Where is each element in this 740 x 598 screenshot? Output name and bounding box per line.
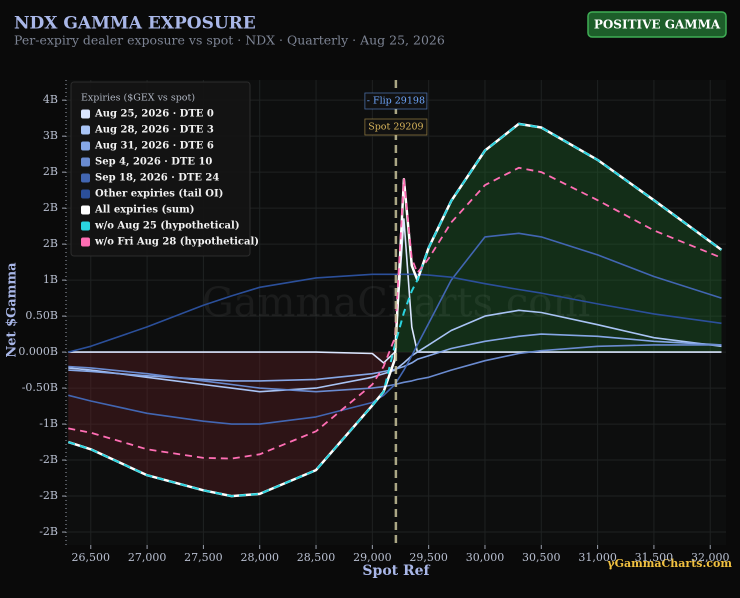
y-tick-label: -2B (39, 453, 58, 466)
legend-label: w/o Aug 25 (hypothetical) (94, 221, 240, 232)
legend-swatch (81, 205, 90, 215)
y-tick-label: 0.50B (25, 309, 58, 322)
x-tick-label: 30,500 (522, 551, 561, 564)
legend-label: Sep 4, 2026 · DTE 10 (95, 157, 212, 168)
legend-label: w/o Fri Aug 28 (hypothetical) (94, 237, 259, 248)
y-tick-label: -2B (39, 525, 58, 538)
y-tick-label: 1B (43, 273, 58, 286)
logo: γGammaCharts.com (607, 557, 732, 570)
x-tick-label: 31,000 (578, 551, 617, 564)
series-line (68, 333, 722, 382)
x-tick-label: 29,500 (409, 551, 448, 564)
y-tick-label: 2B (43, 237, 58, 250)
series-line (68, 232, 722, 425)
y-tick-label: 0.000B (18, 345, 58, 358)
x-tick-label: 31,500 (635, 551, 674, 564)
legend-label: Sep 18, 2026 · DTE 24 (95, 173, 219, 184)
badge-box (587, 11, 727, 38)
legend-label: Aug 25, 2026 · DTE 0 (94, 109, 214, 120)
series-line (68, 344, 722, 393)
y-tick-label: 2B (43, 165, 58, 178)
series-line (68, 309, 722, 393)
x-tick-label: 27,000 (128, 551, 167, 564)
y-tick-label: -1B (39, 417, 58, 430)
legend-label: Aug 31, 2026 · DTE 6 (94, 141, 214, 152)
series-line (67, 122, 723, 498)
legend: Expiries ($GEX vs spot) Aug 25, 2026 · D… (70, 81, 259, 257)
legend-swatch (81, 173, 90, 183)
series-line (68, 273, 722, 353)
legend-swatch (81, 157, 90, 167)
y-tick-label: 4B (43, 93, 58, 106)
legend-label: Other expiries (tail OI) (95, 189, 223, 200)
y-tick-label: -0.50B (22, 381, 58, 394)
legend-swatch (81, 141, 90, 151)
x-axis-label: Spot Ref (362, 563, 430, 579)
y-tick-label: -2B (39, 489, 58, 502)
lines (67, 122, 723, 498)
legend-box (70, 81, 251, 257)
legend-label: Aug 28, 2026 · DTE 3 (94, 125, 214, 136)
x-tick-label: 30,000 (466, 551, 505, 564)
annotation: Spot 29209 (368, 122, 423, 133)
x-tick-label: 26,500 (72, 551, 111, 564)
y-tick-label: 2B (43, 201, 58, 214)
chart-subtitle: Per-expiry dealer exposure vs spot · NDX… (14, 33, 445, 48)
annotation-box (364, 92, 428, 110)
x-tick-label: 32,000 (691, 551, 730, 564)
annotation: - Flip 29198 (367, 96, 425, 107)
badge: POSITIVE GAMMA (594, 18, 721, 32)
x-tick-label: 28,000 (240, 551, 279, 564)
x-tick-label: 28,500 (297, 551, 336, 564)
series-line (68, 166, 722, 460)
y-axis-label: Net $Gamma (5, 262, 20, 358)
legend-label: All expiries (sum) (94, 205, 194, 216)
x-tick-label: 27,500 (184, 551, 223, 564)
x-tick-label: 29,000 (353, 551, 392, 564)
chart-title: NDX GAMMA EXPOSURE (14, 14, 256, 34)
y-tick-label: 3B (43, 129, 58, 142)
legend-swatch (81, 125, 90, 135)
area-positive (395, 123, 722, 353)
annotation-box (364, 118, 428, 136)
legend-swatch (81, 109, 90, 119)
legend-title: Expiries ($GEX vs spot) (81, 93, 195, 104)
legend-swatch (81, 189, 90, 199)
legend-swatch (81, 237, 90, 247)
legend-swatch (81, 221, 90, 231)
